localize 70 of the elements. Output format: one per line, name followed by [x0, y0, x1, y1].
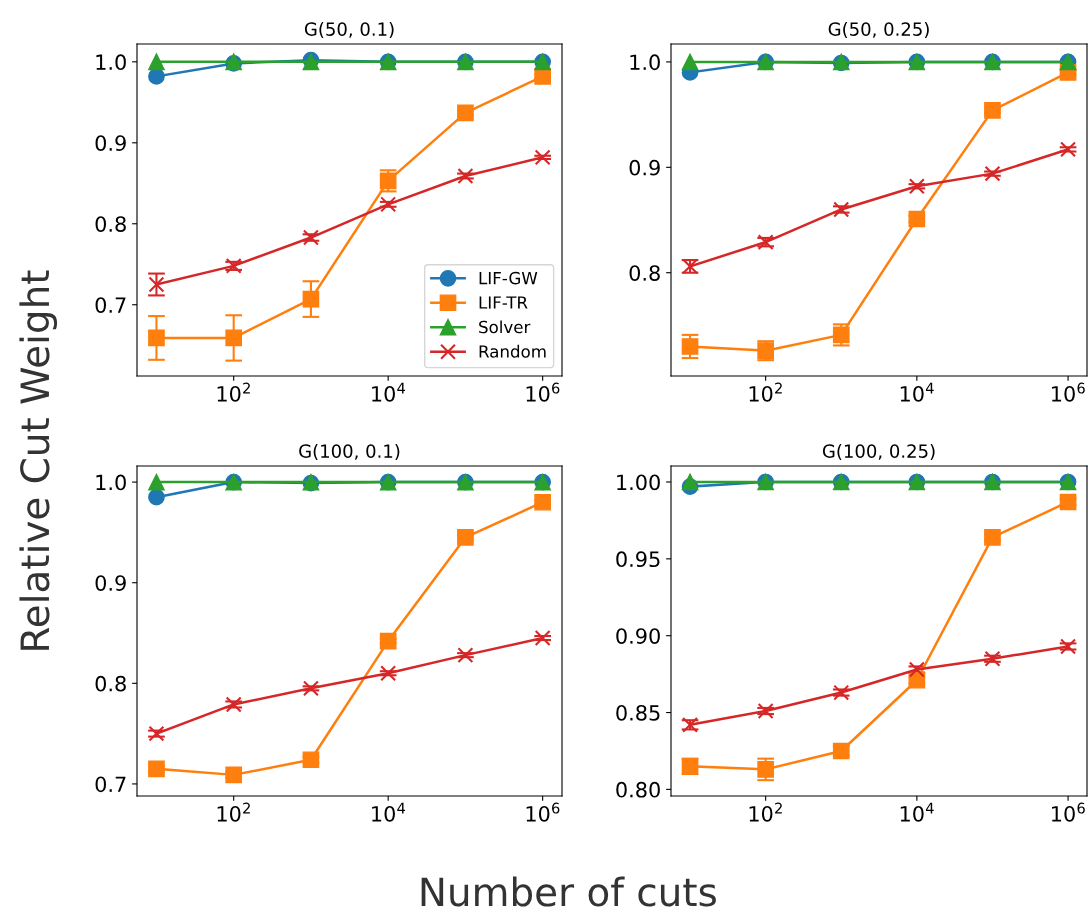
point [833, 201, 850, 218]
point [534, 68, 551, 85]
y-tick-label: 0.8 [629, 265, 660, 281]
point [457, 168, 474, 184]
chart-title: G(50, 0.1) [304, 21, 394, 39]
point [302, 290, 320, 308]
point [681, 53, 699, 71]
point [681, 473, 699, 491]
point [380, 196, 397, 213]
point [148, 725, 165, 742]
point [148, 488, 165, 506]
legend-label: Solver [479, 320, 531, 334]
x-tick-label: 10$^{2}$ [749, 382, 782, 402]
x-axis-title: Number of cuts [421, 876, 716, 907]
y-tick-label: 0.8 [95, 675, 126, 692]
y-tick-label: 0.90 [616, 628, 660, 644]
point [302, 229, 319, 246]
chart-title: G(100, 0.25) [822, 443, 935, 461]
point [833, 684, 850, 701]
x-tick-label: 10$^{4}$ [372, 382, 406, 402]
point [225, 766, 243, 784]
x-tick-label: 10$^{6}$ [1052, 802, 1085, 822]
point [225, 329, 243, 347]
x-tick-label: 10$^{6}$ [526, 382, 560, 402]
point [984, 165, 1001, 182]
point [1060, 638, 1077, 655]
point [148, 68, 165, 85]
y-tick-label: 0.85 [616, 704, 660, 721]
y-tick-label: 1.0 [96, 54, 126, 71]
y-tick-label: 0.80 [616, 781, 660, 798]
y-tick-label: 1.00 [617, 474, 660, 491]
point [380, 665, 397, 682]
point [302, 680, 319, 697]
legend-label: LIF-TR [479, 296, 528, 309]
point [148, 473, 165, 491]
legend-label: LIF-GW [479, 271, 538, 285]
y-tick-label: 0.9 [95, 135, 126, 151]
x-tick-label: 10$^{6}$ [526, 802, 560, 822]
x-tick-label: 10$^{6}$ [1052, 382, 1085, 402]
y-tick-label: 0.9 [95, 575, 126, 591]
point [681, 338, 699, 355]
x-tick-label: 10$^{2}$ [217, 802, 250, 822]
point [534, 149, 551, 166]
point [457, 647, 474, 664]
y-tick-label: 1.0 [630, 54, 660, 71]
x-tick-label: 10$^{4}$ [900, 802, 934, 822]
x-tick-label: 10$^{4}$ [900, 382, 934, 402]
y-tick-label: 0.7 [95, 776, 126, 793]
point [534, 493, 551, 511]
y-tick-label: 0.9 [629, 159, 660, 176]
chart-title: G(50, 0.25) [828, 21, 929, 39]
chart-title: G(100, 0.1) [299, 443, 400, 461]
point [148, 329, 165, 347]
point [908, 661, 925, 678]
y-tick-label: 0.95 [616, 551, 660, 568]
x-tick-label: 10$^{4}$ [372, 802, 406, 822]
y-tick-label: 0.8 [95, 216, 126, 232]
y-axis-title: Relative Cut Weight [19, 270, 58, 650]
point [1060, 141, 1077, 158]
point [984, 650, 1001, 667]
point [908, 178, 925, 195]
y-tick-label: 1.0 [96, 474, 126, 491]
point [225, 696, 242, 713]
y-tick-label: 0.7 [95, 297, 126, 313]
point [534, 630, 551, 647]
x-tick-label: 10$^{2}$ [749, 802, 782, 822]
x-tick-label: 10$^{2}$ [217, 382, 250, 402]
point [148, 276, 165, 293]
point [148, 53, 165, 71]
legend-label: Random [479, 344, 546, 358]
